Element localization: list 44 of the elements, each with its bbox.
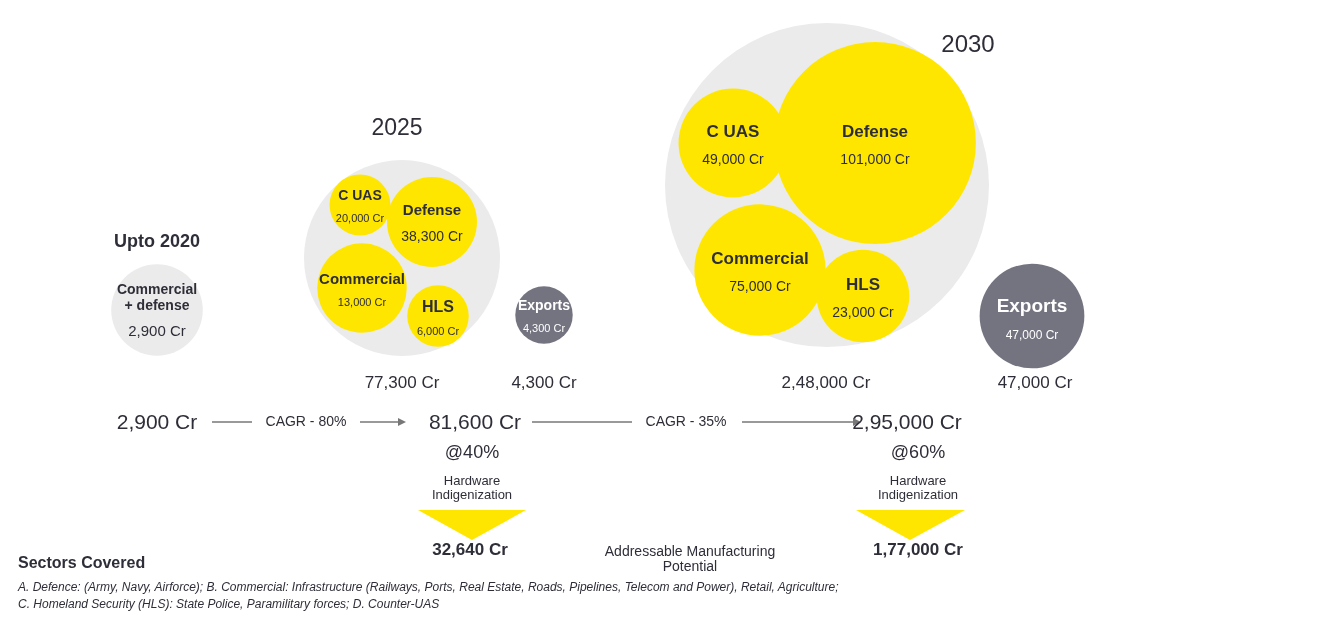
category-label: HLS	[846, 274, 880, 294]
text: @60%	[890, 442, 946, 463]
category-label: C UAS	[706, 121, 760, 141]
text: CAGR - 80%	[265, 413, 347, 430]
text: 77,300 Cr	[364, 372, 440, 393]
text: 2,900 Cr	[116, 410, 198, 434]
text: @40%	[444, 442, 500, 463]
category-label: C UAS	[338, 187, 382, 204]
category-label: Exports	[517, 297, 571, 314]
data-label: 75,000 Cr	[729, 277, 792, 294]
data-label: 101,000 Cr	[840, 150, 910, 167]
data-label: 6,000 Cr	[416, 325, 460, 338]
data-label: 20,000 Cr	[335, 212, 385, 225]
text: Upto 2020	[113, 231, 201, 252]
data-label: 2,900 Cr	[128, 321, 186, 339]
text: C. Homeland Security (HLS): State Police, Paramilitary forces; D. Counter-UAS	[18, 597, 440, 612]
text: 4,300 Cr	[511, 372, 577, 393]
category-label: Defense	[402, 201, 462, 219]
text: Hardware Indigenization	[876, 473, 960, 503]
data-label: 13,000 Cr	[337, 296, 387, 309]
category-label: Exports	[996, 294, 1068, 316]
category-label: Commercial	[319, 269, 405, 287]
data-label: 49,000 Cr	[702, 150, 765, 167]
text: 81,600 Cr	[428, 410, 522, 434]
data-label: 47,000 Cr	[1005, 327, 1059, 342]
text: 2,48,000 Cr	[781, 372, 871, 393]
text: 2025	[371, 114, 423, 141]
data-label: 23,000 Cr	[832, 303, 895, 320]
text: 2,95,000 Cr	[852, 410, 962, 434]
category-label: Commercial + defense	[116, 281, 198, 314]
text: Sectors Covered	[18, 554, 146, 572]
text: 2030	[941, 29, 995, 58]
text: A. Defence: (Army, Navy, Airforce); B. Commercial: Infrastructure (Railways, Ports, Real Estate, Roads, Pipelines, Telecom and Power), Retail, Agriculture;	[18, 580, 839, 595]
text: CAGR - 35%	[645, 413, 727, 430]
text: Hardware Indigenization	[430, 473, 514, 503]
text: 47,000 Cr	[997, 372, 1073, 393]
data-label: 38,300 Cr	[401, 227, 464, 244]
category-label: Commercial	[711, 248, 809, 268]
text: 1,77,000 Cr	[873, 539, 963, 560]
text: Addressable Manufacturing Potential	[603, 543, 777, 575]
text: 32,640 Cr	[432, 539, 508, 560]
category-label: Defense	[841, 121, 909, 141]
category-label: HLS	[422, 297, 455, 315]
data-label: 4,300 Cr	[522, 322, 566, 335]
